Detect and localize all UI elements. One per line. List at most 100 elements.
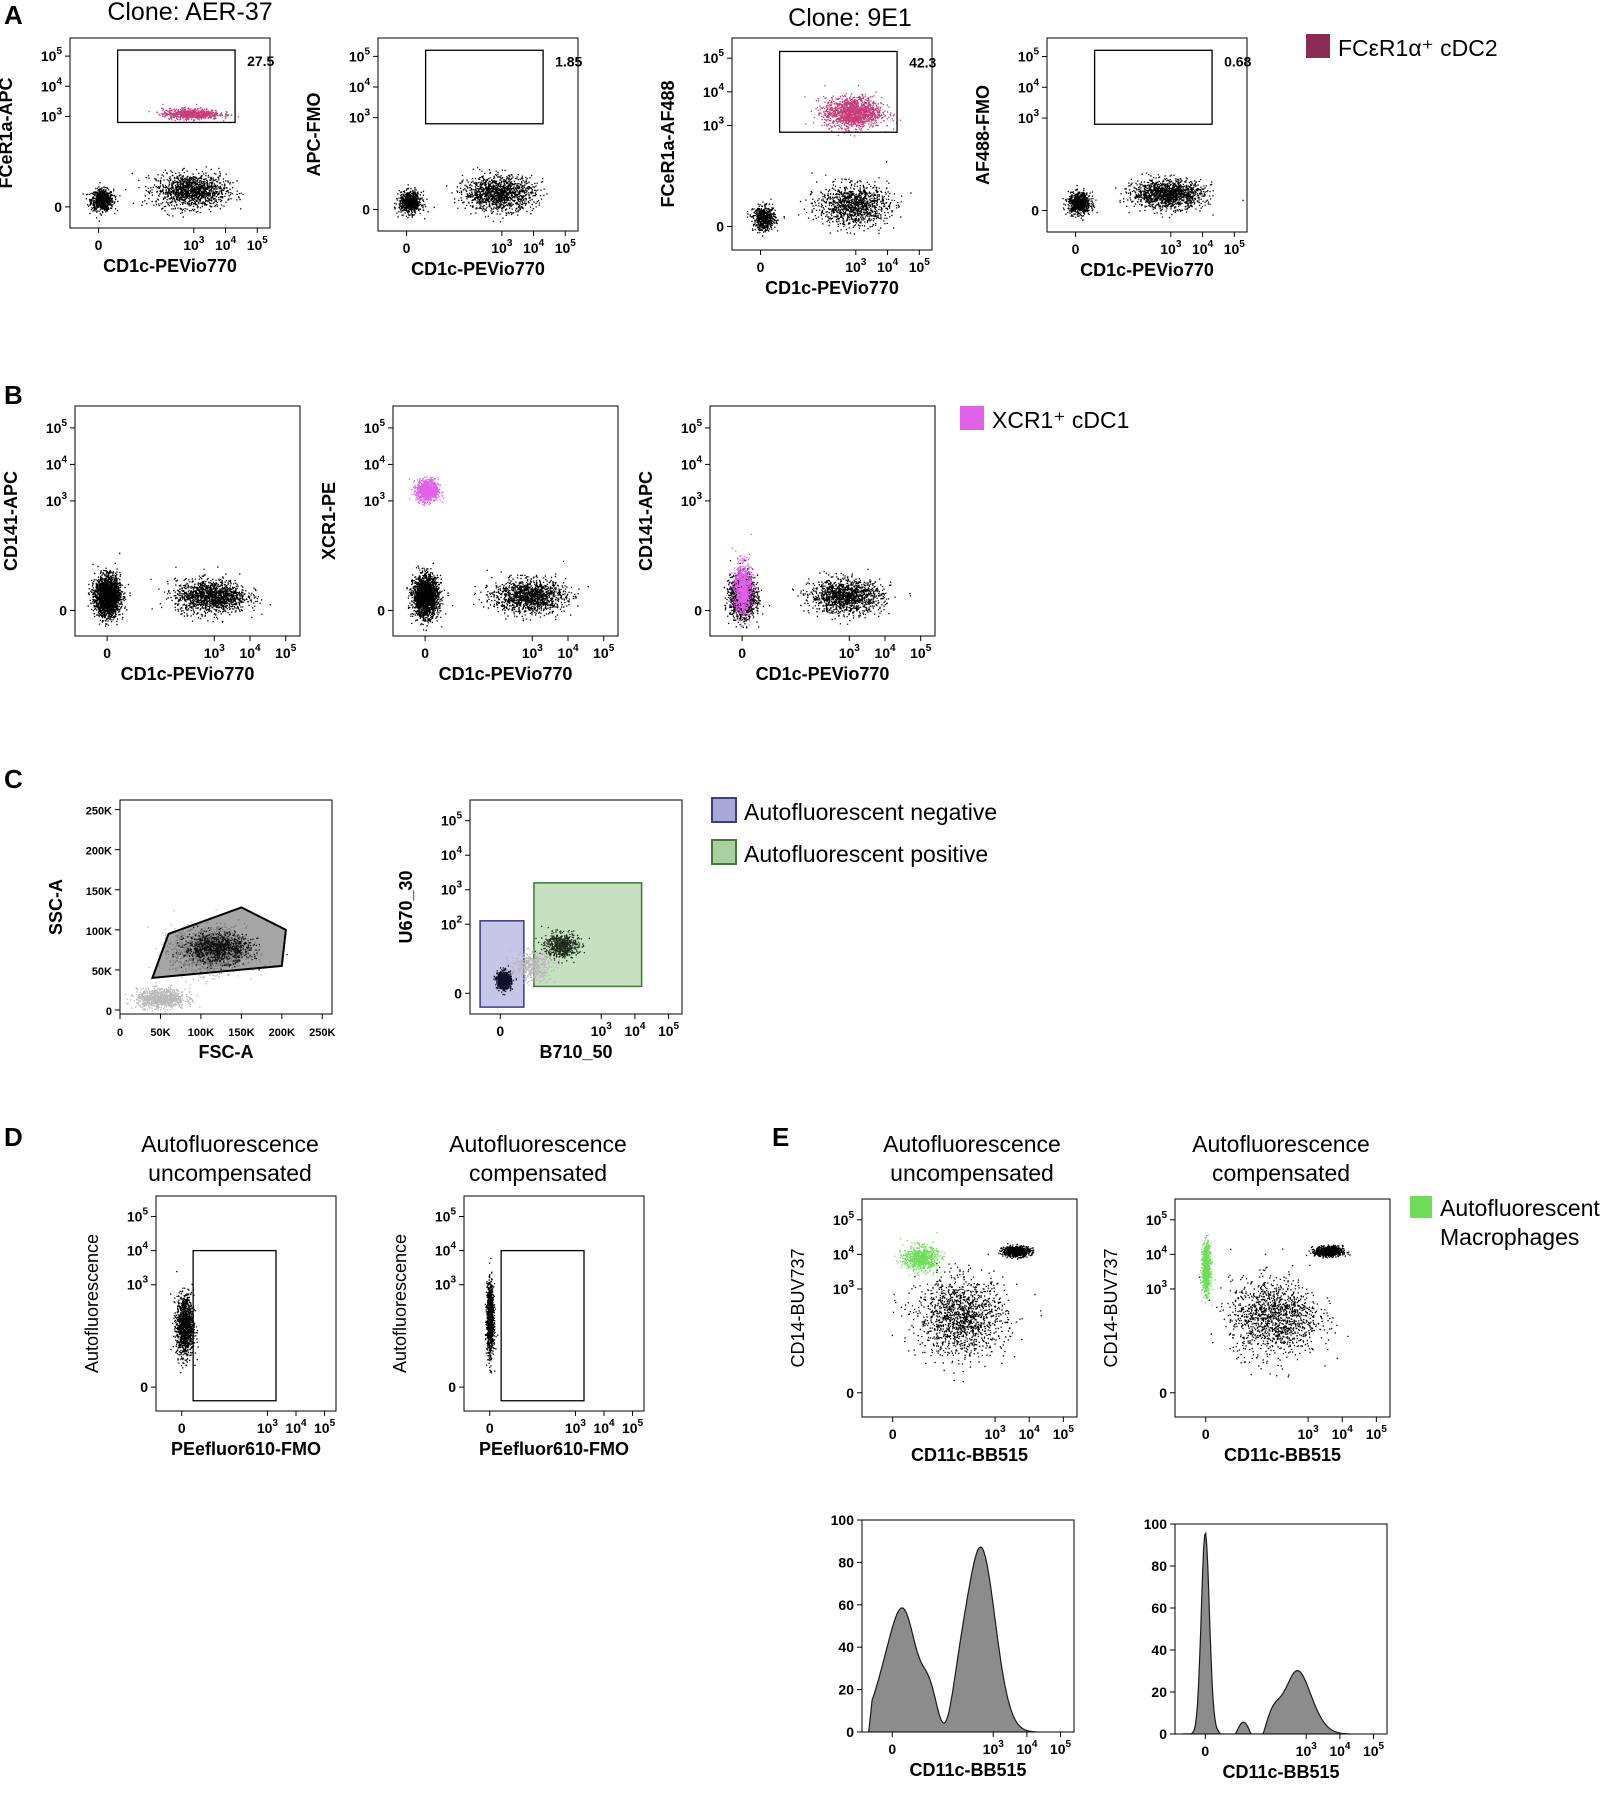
x-axis-label: CD11c-BB515 bbox=[909, 1760, 1026, 1780]
population-0 bbox=[406, 562, 454, 632]
y-tick-label: 103 bbox=[681, 491, 703, 509]
gate-rect bbox=[500, 1249, 585, 1402]
y-tick-label: 103 bbox=[1018, 108, 1040, 126]
population-points bbox=[728, 533, 759, 628]
x-tick-label: 0 bbox=[403, 240, 411, 256]
y-tick-label: 0 bbox=[1159, 1726, 1167, 1742]
y-tick-label: 105 bbox=[833, 1210, 855, 1228]
population-1 bbox=[534, 925, 590, 964]
y-tick-label: 103 bbox=[703, 115, 725, 133]
legend-B: XCR1⁺ cDC1 bbox=[960, 406, 1129, 433]
y-tick-label: 103 bbox=[833, 1279, 855, 1297]
y-ticks: 0 103 104 105 bbox=[127, 1206, 156, 1395]
x-tick-label: 0 bbox=[486, 1420, 494, 1436]
clone-title-aer37: Clone: AER-37 bbox=[107, 0, 272, 26]
gate-polygon bbox=[150, 906, 287, 980]
population-points bbox=[406, 562, 454, 632]
y-tick-label: 105 bbox=[127, 1206, 149, 1224]
x-tick-label: 0 bbox=[1201, 1743, 1209, 1759]
x-tick-label: 0 bbox=[421, 645, 429, 661]
population-0 bbox=[493, 965, 517, 996]
y-tick-label: 60 bbox=[838, 1597, 854, 1613]
plot-area bbox=[479, 882, 643, 1008]
y-ticks: 0 20 40 60 80 100 bbox=[831, 1512, 862, 1740]
x-tick-label: 104 bbox=[1016, 1739, 1038, 1757]
x-axis-label: CD1c-PEVio770 bbox=[756, 664, 890, 684]
y-ticks: 0 103 104 105 bbox=[41, 46, 70, 215]
panel-letter-D: D bbox=[4, 1122, 23, 1152]
plot-area bbox=[87, 552, 271, 627]
x-ticks: 0 103 104 105 bbox=[757, 250, 930, 275]
population-1 bbox=[150, 566, 271, 623]
x-tick-label: 0 bbox=[757, 259, 765, 275]
gate-percentage: 0.68 bbox=[1224, 53, 1251, 69]
x-ticks: 0 103 104 105 bbox=[178, 1411, 336, 1436]
y-tick-label: 104 bbox=[441, 845, 463, 863]
y-tick-label: 0 bbox=[377, 602, 385, 618]
population-points bbox=[124, 982, 201, 1014]
population-0 bbox=[82, 182, 121, 222]
x-tick-label: 103 bbox=[845, 257, 867, 275]
gate-0 bbox=[479, 920, 525, 1008]
population-points bbox=[446, 167, 548, 223]
y-tick-label: 0 bbox=[454, 985, 462, 1001]
y-axis-label: Autofluorescence bbox=[390, 1234, 410, 1373]
x-tick-label: 0 bbox=[738, 645, 746, 661]
x-tick-label: 104 bbox=[593, 1418, 615, 1436]
y-tick-label: 105 bbox=[349, 46, 371, 64]
chart-b1: 0 103 104 105 0 103 104 105 CD1c-PEVio770 CD141-A… bbox=[1, 405, 301, 684]
population-1 bbox=[1115, 172, 1244, 219]
chart-c2: 0 103 104 105 0 102 103 104 105 B710_50 U670_30 bbox=[396, 799, 683, 1062]
y-axis-label: SSC-A bbox=[46, 879, 66, 935]
x-axis-label: CD11c-BB515 bbox=[911, 1445, 1028, 1465]
population-1 bbox=[124, 982, 201, 1014]
x-tick-label: 103 bbox=[983, 1739, 1005, 1757]
population-1 bbox=[125, 166, 244, 218]
y-tick-label: 20 bbox=[838, 1682, 854, 1698]
y-ticks: 0 102 103 104 105 bbox=[441, 811, 470, 1001]
legend-C: Autofluorescent negative Autofluorescent… bbox=[711, 797, 997, 867]
y-tick-label: 103 bbox=[435, 1275, 457, 1293]
x-ticks: 0 103 104 105 bbox=[486, 1411, 644, 1436]
y-axis-label: CD141-APC bbox=[1, 471, 21, 571]
x-axis-label: PEefluor610-FMO bbox=[171, 1439, 321, 1459]
population-points bbox=[804, 84, 902, 137]
y-tick-label: 102 bbox=[441, 914, 463, 932]
population-points bbox=[1115, 172, 1244, 219]
y-tick-label: 0 bbox=[362, 202, 370, 218]
population-points bbox=[82, 182, 121, 222]
x-tick-label: 104 bbox=[523, 238, 545, 256]
chart-c1: 0 50K 100K 150K 200K 250K 0 50K 100K 150K 200K 250K… bbox=[46, 799, 335, 1062]
population-points bbox=[746, 198, 785, 237]
x-tick-label: 104 bbox=[874, 643, 896, 661]
chart-title-line-2: compensated bbox=[1212, 1160, 1350, 1186]
x-tick-label: 105 bbox=[1050, 1739, 1072, 1757]
population-points bbox=[150, 566, 271, 623]
legend-label-fcer1a: FCεR1α⁺ cDC2 bbox=[1338, 35, 1498, 61]
y-tick-label: 100K bbox=[86, 926, 112, 938]
x-ticks: 0 103 104 105 bbox=[888, 1732, 1072, 1757]
y-tick-label: 0 bbox=[1031, 202, 1039, 218]
legend-E: Autofluorescent Macrophages bbox=[1410, 1195, 1600, 1250]
population-0 bbox=[1062, 184, 1098, 221]
gate-rect bbox=[778, 50, 898, 133]
x-tick-label: 103 bbox=[985, 1424, 1007, 1442]
x-tick-label: 105 bbox=[1363, 1741, 1385, 1759]
population-points bbox=[1200, 1234, 1216, 1307]
x-tick-label: 105 bbox=[555, 238, 577, 256]
x-tick-label: 200K bbox=[269, 1027, 295, 1039]
y-tick-label: 40 bbox=[838, 1639, 854, 1655]
chart-title-line-1: Autofluorescence bbox=[1192, 1131, 1370, 1157]
x-tick-label: 104 bbox=[1192, 239, 1214, 257]
chart-a3: 42.3 0 103 104 105 0 103 104 105 CD1c-PEVio770 FCe… bbox=[658, 37, 937, 298]
y-tick-label: 104 bbox=[681, 454, 703, 472]
histogram-area bbox=[868, 1546, 1038, 1732]
x-axis-label: B710_50 bbox=[539, 1042, 612, 1062]
x-axis-label: CD1c-PEVio770 bbox=[439, 664, 573, 684]
x-tick-label: 104 bbox=[557, 643, 579, 661]
x-tick-label: 104 bbox=[1332, 1424, 1354, 1442]
x-tick-label: 104 bbox=[1019, 1424, 1041, 1442]
chart-b3: 0 103 104 105 0 103 104 105 CD1c-PEVio770 CD141-A… bbox=[636, 405, 936, 684]
plot-area bbox=[124, 906, 288, 1014]
x-tick-label: 105 bbox=[658, 1021, 680, 1039]
